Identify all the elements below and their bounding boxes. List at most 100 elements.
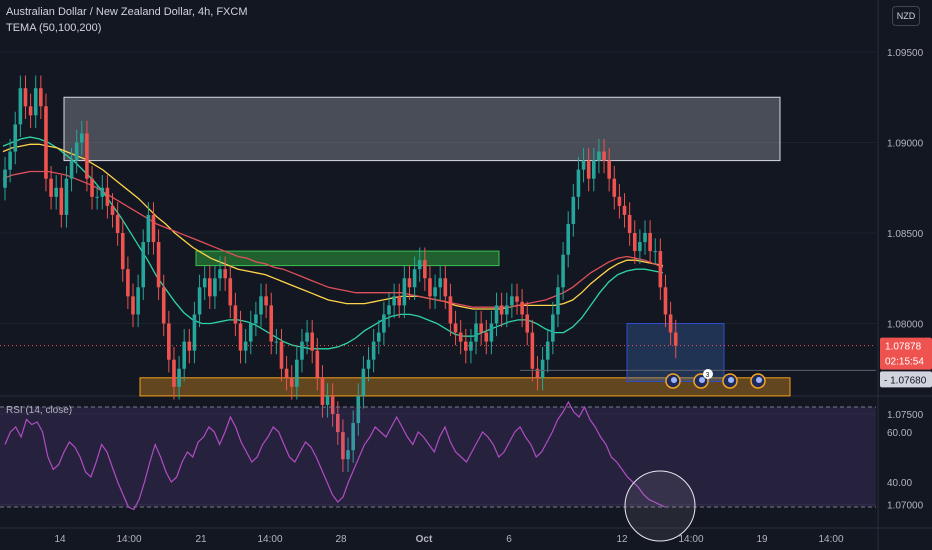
- candle-body: [479, 323, 483, 333]
- candle-body: [376, 332, 381, 342]
- candle-body: [458, 332, 463, 342]
- candle-body: [264, 296, 268, 306]
- candle-body: [274, 341, 279, 343]
- candle-body: [136, 287, 140, 315]
- crosshair-price-label: [880, 371, 932, 388]
- candle-body: [371, 341, 376, 360]
- candle-body: [90, 178, 94, 197]
- last-price-value: 1.07878: [885, 342, 922, 353]
- candle-body: [259, 296, 263, 315]
- candle-body: [197, 287, 202, 315]
- candle-body: [85, 133, 89, 179]
- candle-body: [126, 269, 130, 297]
- candle-body: [228, 278, 233, 306]
- candle-body: [643, 233, 647, 243]
- currency-button[interactable]: NZD: [892, 6, 920, 26]
- resistance-zone: [63, 96, 781, 162]
- candle-body: [74, 142, 79, 161]
- candle-body: [581, 160, 586, 170]
- candle-body: [223, 269, 227, 279]
- candle-body: [167, 323, 171, 360]
- candle-body: [515, 296, 519, 302]
- candle-body: [520, 301, 524, 315]
- candle-body: [489, 323, 494, 342]
- price-tick: 1.08500: [887, 229, 924, 240]
- price-tick: 1.07500: [887, 410, 924, 421]
- candle-body: [33, 88, 38, 116]
- candle-body: [341, 432, 345, 460]
- candle-body: [18, 88, 23, 125]
- time-tick: 14: [54, 534, 66, 545]
- candle-body: [366, 359, 371, 369]
- candle-body: [182, 341, 186, 369]
- candle-body: [438, 278, 442, 288]
- candle-body: [658, 251, 663, 288]
- candle-body: [23, 88, 28, 107]
- candle-body: [238, 323, 243, 351]
- candle-body: [141, 242, 146, 288]
- candle-body: [233, 305, 238, 324]
- countdown-value: 02:15:54: [885, 357, 924, 368]
- candle-body: [499, 305, 504, 315]
- candle-body: [3, 169, 7, 188]
- candle-body: [131, 296, 135, 315]
- candle-body: [336, 414, 340, 433]
- candle-body: [412, 269, 417, 288]
- candle-body: [423, 260, 427, 279]
- price-tick: 1.09000: [887, 139, 924, 150]
- candle-body: [571, 196, 576, 224]
- candle-body: [448, 296, 453, 324]
- indicator-label[interactable]: TEMA (50,100,200): [6, 22, 102, 34]
- candle-body: [64, 178, 69, 215]
- candle-body: [576, 169, 581, 197]
- candle-body: [208, 278, 212, 297]
- candle-body: [80, 133, 84, 143]
- candle-body: [254, 314, 258, 324]
- candle-body: [120, 233, 125, 270]
- candle-body: [474, 323, 478, 342]
- rsi-band: [0, 407, 876, 507]
- candle-body: [346, 450, 350, 460]
- candle-body: [566, 223, 570, 255]
- candle-body: [95, 196, 99, 198]
- candle-body: [49, 178, 53, 197]
- candle-body: [172, 359, 176, 387]
- candle-body: [361, 368, 366, 396]
- candle-body: [105, 187, 110, 206]
- candle-body: [540, 359, 545, 378]
- chart-title: Australian Dollar / New Zealand Dollar, …: [6, 6, 248, 18]
- candle-body: [192, 314, 197, 351]
- candle-body: [402, 278, 407, 306]
- candle-body: [632, 233, 637, 252]
- candle-body: [428, 278, 432, 297]
- candle-body: [100, 187, 105, 197]
- time-tick: 14:00: [818, 534, 843, 545]
- candle-body: [54, 187, 58, 197]
- candle-body: [320, 377, 325, 405]
- candle-body: [289, 377, 294, 387]
- candle-body: [284, 368, 289, 378]
- candle-body: [69, 160, 74, 179]
- candle-body: [668, 314, 673, 333]
- time-tick: 14:00: [116, 534, 141, 545]
- candle-body: [602, 151, 606, 161]
- candle-body: [545, 341, 550, 360]
- rsi-label[interactable]: RSI (14, close): [6, 405, 73, 416]
- candle-body: [586, 160, 591, 179]
- candle-body: [243, 341, 248, 351]
- candle-body: [443, 278, 448, 297]
- price-tick: 1.08000: [887, 320, 924, 331]
- candle-body: [617, 196, 622, 206]
- candle-body: [535, 368, 540, 378]
- candle-body: [177, 368, 181, 387]
- rsi-tick: 60.00: [887, 428, 912, 439]
- candle-body: [494, 305, 499, 324]
- time-tick: 6: [506, 534, 512, 545]
- time-tick: 19: [756, 534, 768, 545]
- candle-body: [310, 332, 314, 351]
- candle-body: [146, 214, 151, 243]
- candle-body: [464, 341, 468, 351]
- event-flag-icon: [671, 377, 677, 383]
- rsi-pane: [0, 397, 876, 528]
